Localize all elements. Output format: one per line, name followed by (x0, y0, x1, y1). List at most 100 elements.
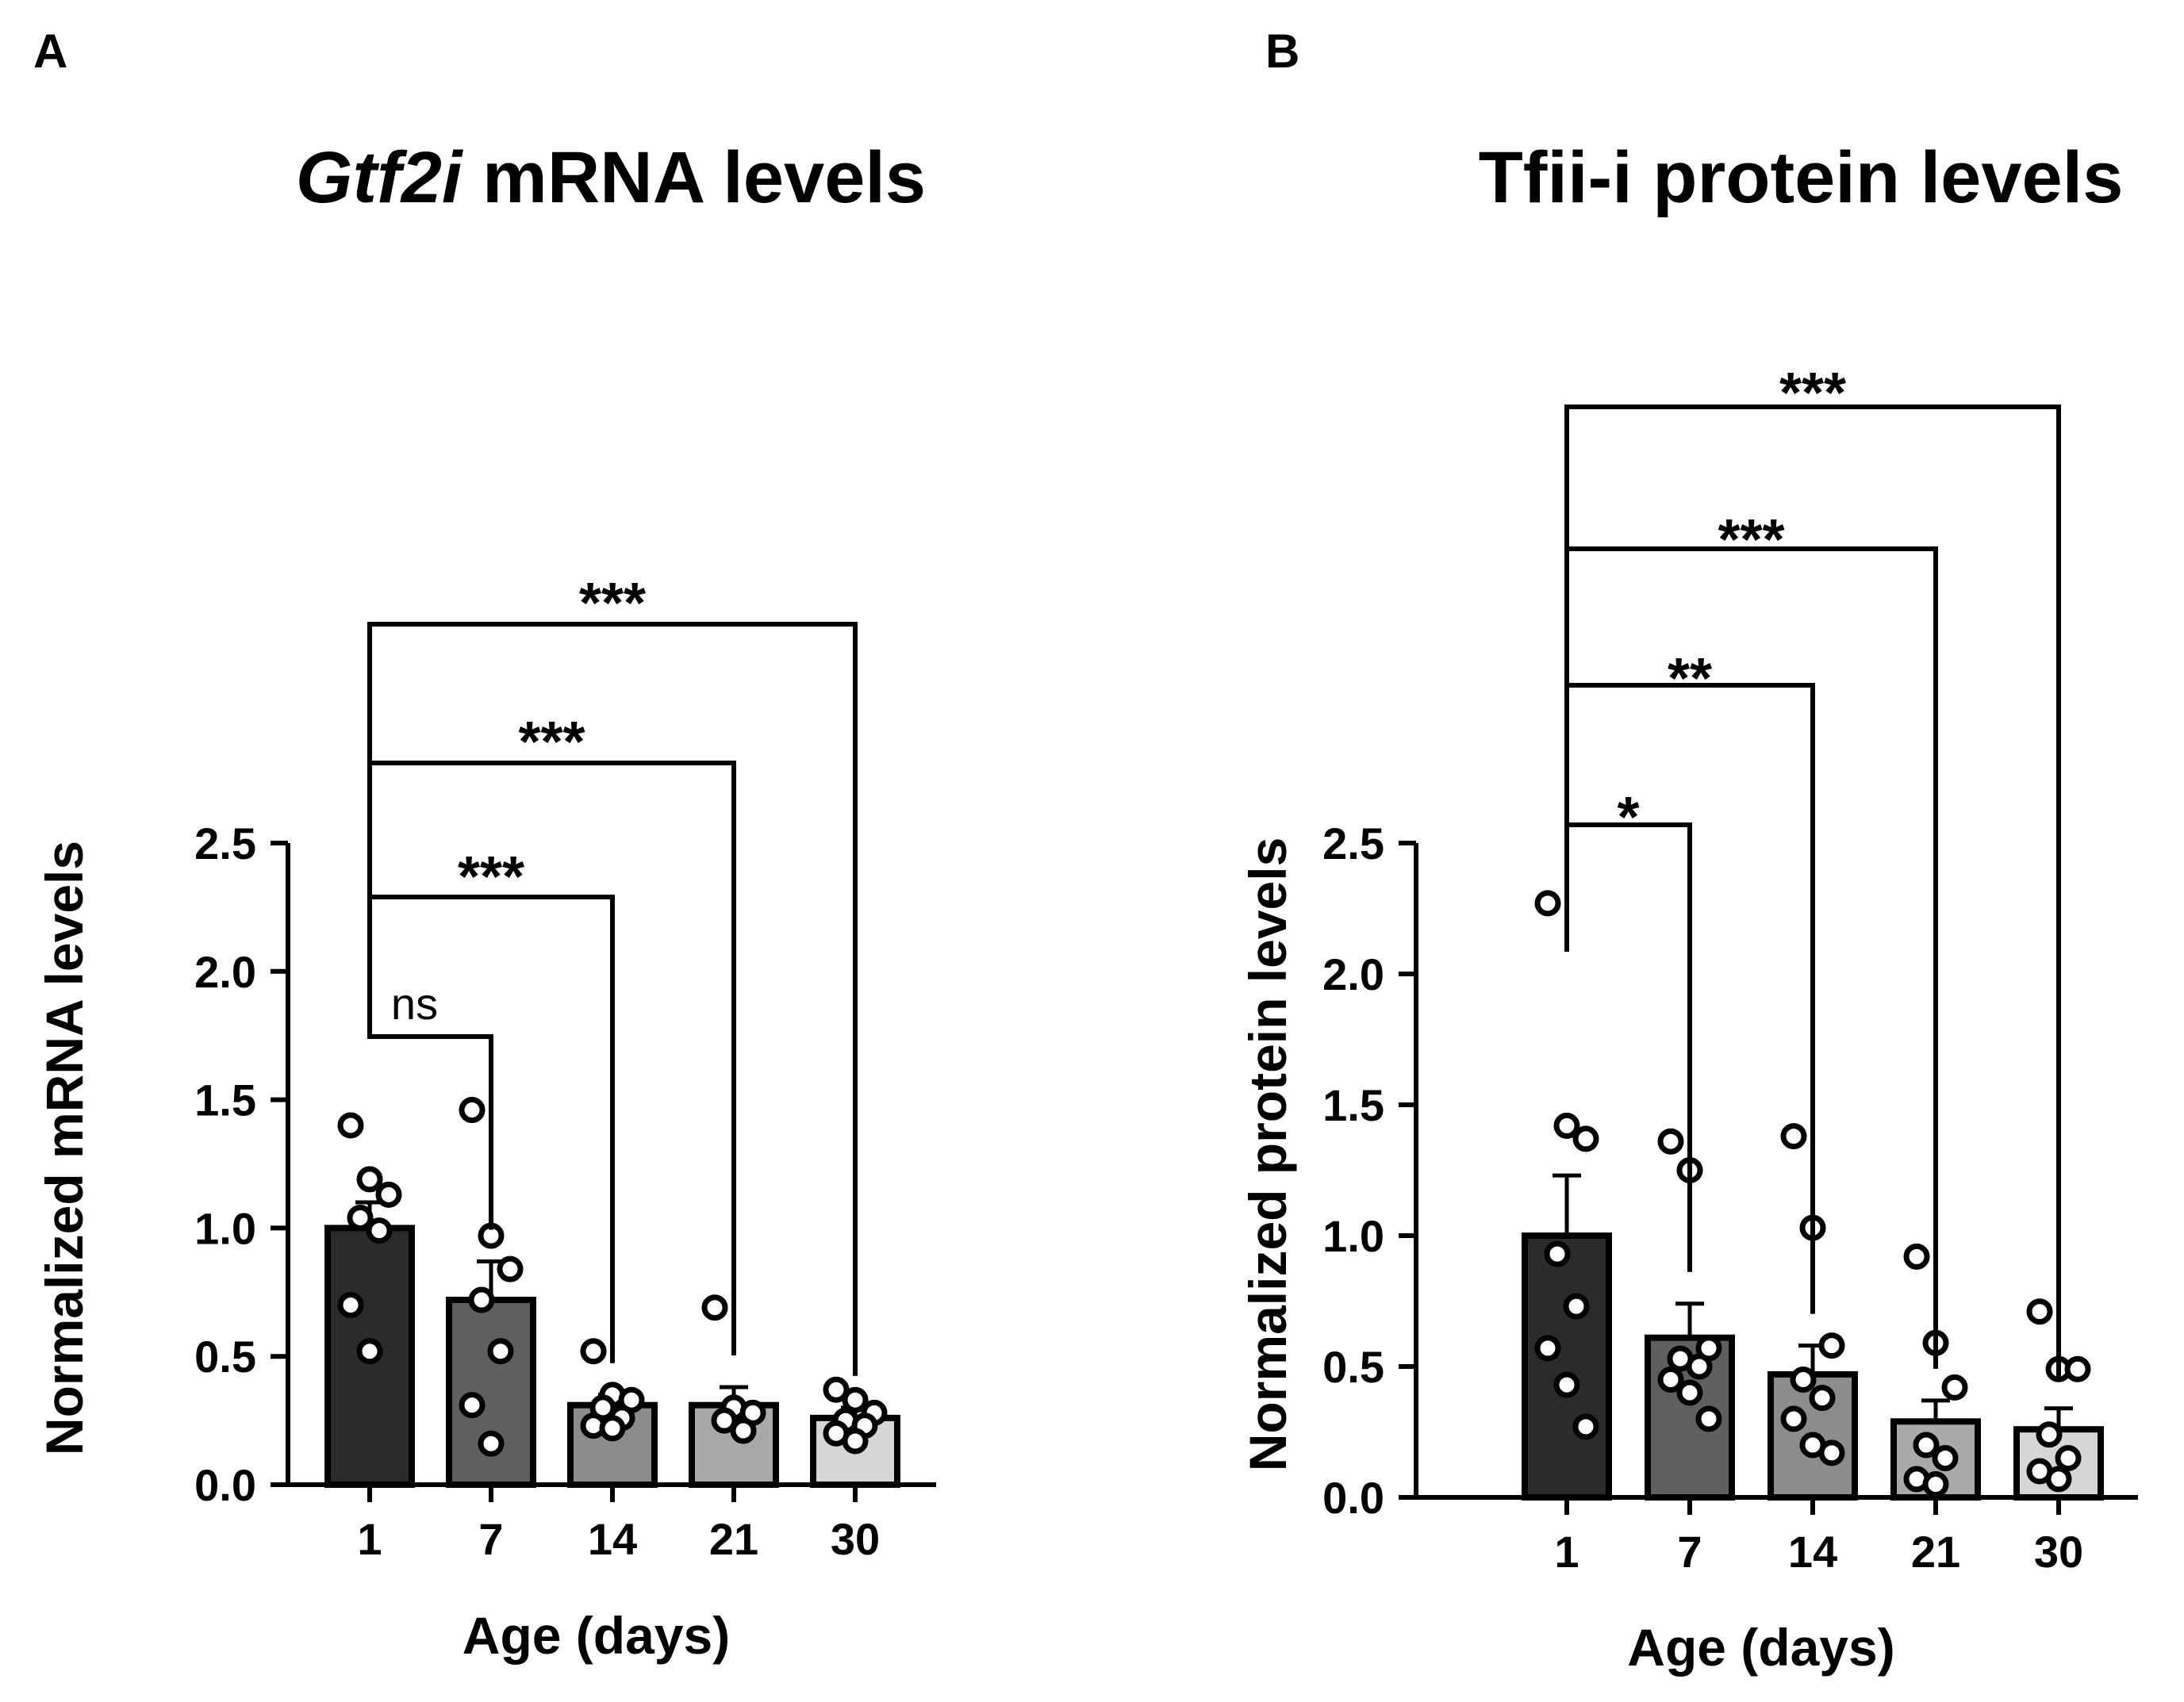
bar (1522, 1232, 1612, 1501)
chart-title-text: Tfii-i protein levels (1479, 137, 2124, 218)
x-tick-label: 1 (357, 1514, 382, 1564)
data-point (711, 1407, 738, 1434)
chart-panel-b: B Tfii-i protein levels 0.0 0.5 1.0 1.5 2.0 2.5… (1238, 25, 2138, 1677)
data-point (1903, 1243, 1930, 1270)
y-tick-label: 1.5 (194, 1075, 256, 1125)
panel-label: A (33, 25, 67, 78)
x-tick-label: 30 (2034, 1527, 2083, 1577)
data-point (1941, 1374, 1968, 1401)
y-tick-label: 1.5 (1322, 1080, 1384, 1130)
data-point (1695, 1405, 1722, 1432)
data-point (1572, 1125, 1599, 1152)
data-point (730, 1417, 757, 1444)
y-tick-label: 1.0 (194, 1203, 256, 1253)
y-tick-label: 1.0 (1322, 1211, 1384, 1261)
data-point (2026, 1298, 2053, 1325)
data-point (2045, 1466, 2072, 1493)
x-tick-label: 14 (1788, 1527, 1837, 1577)
data-point (497, 1255, 524, 1282)
data-point (1657, 1128, 1684, 1155)
data-point (701, 1294, 728, 1321)
significance-label: *** (458, 845, 524, 909)
data-point (2064, 1355, 2091, 1382)
y-tick-label: 0.0 (194, 1460, 256, 1510)
data-point (580, 1338, 607, 1365)
data-point (842, 1428, 869, 1455)
data-point (1818, 1439, 1845, 1466)
chart-title: Gtf2i mRNA levels (296, 137, 926, 218)
data-point (1534, 890, 1561, 917)
x-axis-label: Age (days) (1627, 1618, 1894, 1677)
significance-label: ** (1668, 647, 1712, 711)
x-axis-label: Age (days) (463, 1606, 730, 1665)
data-point (468, 1286, 495, 1313)
y-tick-label: 2.5 (194, 818, 256, 868)
data-point (478, 1430, 505, 1457)
x-tick-label: 7 (1677, 1527, 1702, 1577)
data-point (459, 1392, 486, 1419)
x-tick-label: 1 (1554, 1527, 1579, 1577)
y-axis-label: Normalized protein levels (1238, 838, 1297, 1472)
data-point (487, 1338, 514, 1365)
data-point (337, 1112, 364, 1139)
data-point (2036, 1421, 2063, 1448)
significance-label: *** (518, 711, 585, 774)
y-tick-label: 0.5 (194, 1332, 256, 1382)
data-point (1932, 1445, 1959, 1471)
data-point (599, 1415, 626, 1442)
significance-label: *** (579, 572, 646, 635)
chart-panel-a: A Gtf2i mRNA levels 0.0 0.5 1.0 1.5 2.0 2.5 Norm… (33, 25, 936, 1665)
data-point (1922, 1471, 1949, 1497)
data-point (459, 1097, 486, 1124)
x-tick-label: 7 (478, 1514, 503, 1564)
chart-title-italic: Gtf2i (296, 137, 464, 218)
x-tick-label: 21 (1911, 1527, 1960, 1577)
significance-label: * (1617, 786, 1639, 849)
data-point (1913, 1432, 1940, 1459)
x-tick-label: 30 (831, 1514, 880, 1564)
data-point (347, 1204, 374, 1231)
data-point (1534, 1335, 1561, 1362)
chart-title-text: mRNA levels (462, 137, 926, 218)
y-axis-label: Normalized mRNA levels (35, 841, 94, 1455)
data-point (1780, 1123, 1807, 1150)
data-point (337, 1291, 364, 1318)
x-tick-label: 14 (588, 1514, 637, 1564)
data-point (375, 1181, 402, 1208)
data-point (1544, 1240, 1571, 1267)
data-point (1563, 1293, 1590, 1320)
significance-label: *** (1779, 362, 1846, 425)
bar (446, 1297, 536, 1489)
y-tick-label: 0.0 (1322, 1473, 1384, 1523)
data-point (1818, 1332, 1845, 1359)
significance-bracket (1564, 822, 1692, 1272)
data-point (356, 1166, 383, 1193)
significance-label: *** (1718, 508, 1784, 572)
significance-bracket (1564, 546, 1938, 1369)
data-point (2055, 1445, 2082, 1471)
data-point (842, 1386, 869, 1413)
chart-title: Tfii-i protein levels (1479, 137, 2124, 218)
data-point (1809, 1385, 1836, 1412)
y-tick-label: 2.5 (1322, 818, 1384, 868)
data-point (366, 1217, 393, 1244)
y-tick-label: 2.0 (1322, 949, 1384, 999)
data-point (1790, 1367, 1817, 1393)
x-tick-label: 21 (709, 1514, 758, 1564)
y-tick-label: 2.0 (194, 947, 256, 997)
significance-bracket (367, 761, 736, 1356)
data-point (1676, 1379, 1703, 1406)
data-point (1553, 1112, 1580, 1139)
significance-bracket (367, 622, 858, 1376)
data-point (1686, 1353, 1713, 1380)
data-point (1657, 1367, 1684, 1393)
data-point (823, 1376, 850, 1403)
data-point (1780, 1405, 1807, 1432)
data-point (356, 1338, 383, 1365)
significance-label: ns (391, 979, 438, 1029)
panel-label: B (1265, 25, 1299, 78)
data-point (1553, 1371, 1580, 1398)
significance-bracket (1564, 404, 2061, 1377)
data-point (1572, 1413, 1599, 1440)
